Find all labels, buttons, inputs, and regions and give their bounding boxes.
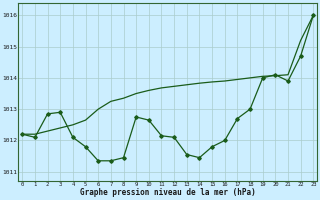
X-axis label: Graphe pression niveau de la mer (hPa): Graphe pression niveau de la mer (hPa): [80, 188, 256, 197]
